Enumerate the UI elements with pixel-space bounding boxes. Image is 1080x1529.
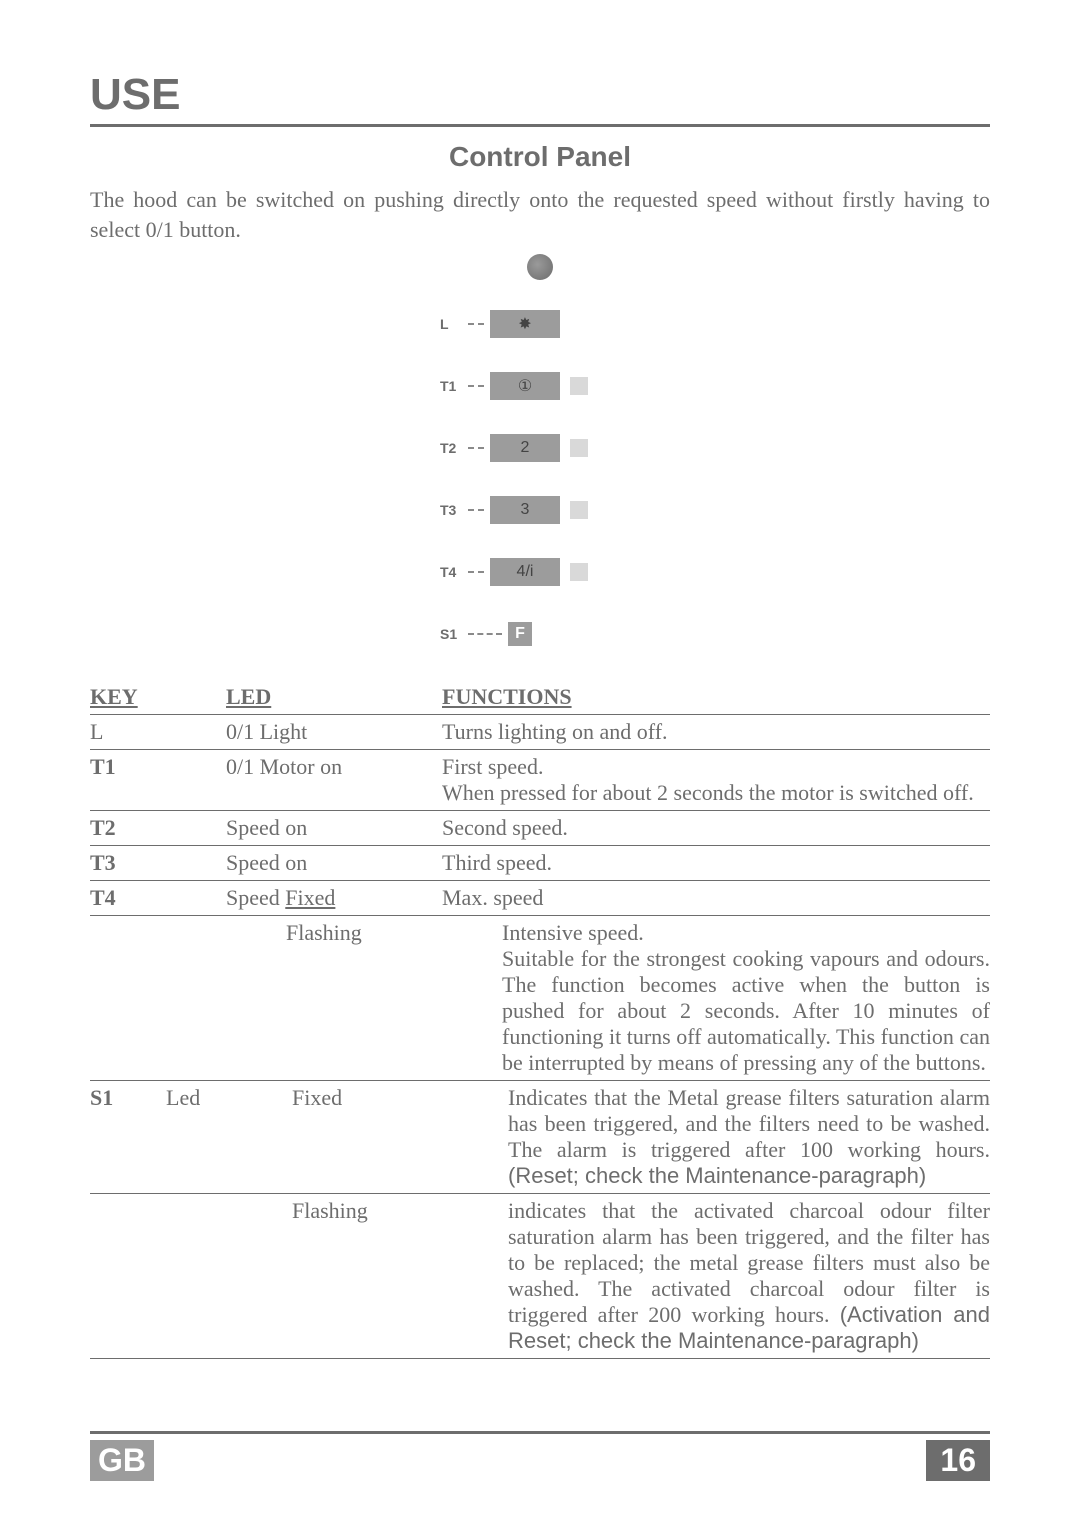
cell-led: Speed Fixed <box>226 881 442 915</box>
col-header-func: FUNCTIONS <box>442 680 990 714</box>
panel-row-T3: T3 3 <box>440 494 640 526</box>
cell-led-b: Fixed <box>285 885 335 910</box>
table-row: T1 0/1 Motor on First speed. When presse… <box>90 750 990 811</box>
panel-row-T1: T1 ① <box>440 370 640 402</box>
cell-func: Second speed. <box>442 811 990 845</box>
cell-key: T3 <box>90 846 226 880</box>
cell-func: Turns lighting on and off. <box>442 715 990 749</box>
cell-key <box>90 1194 166 1202</box>
cell-led: Speed on <box>226 811 442 845</box>
led-icon <box>570 563 588 581</box>
cell-func: Max. speed <box>442 881 990 915</box>
cell-sub <box>166 1194 232 1202</box>
section-subtitle: Control Panel <box>90 141 990 173</box>
led-icon <box>570 501 588 519</box>
language-badge: GB <box>90 1440 154 1481</box>
cell-func-text: Indicates that the Metal grease filters … <box>508 1085 990 1162</box>
page: USE Control Panel The hood can be switch… <box>0 0 1080 1529</box>
table-row: T2 Speed on Second speed. <box>90 811 990 846</box>
speed3-button-icon: 3 <box>490 496 560 524</box>
intro-paragraph: The hood can be switched on pushing dire… <box>90 185 990 244</box>
panel-key-label: T2 <box>440 440 468 456</box>
cell-func-sans: (Reset; check the Maintenance-paragraph) <box>508 1163 926 1188</box>
leader-line <box>468 633 502 635</box>
cell-led: Speed on <box>226 846 442 880</box>
panel-key-label: L <box>440 316 468 332</box>
cell-led: Fixed <box>232 1081 508 1115</box>
functions-table: KEY LED FUNCTIONS L 0/1 Light Turns ligh… <box>90 680 990 1359</box>
panel-row-S1: S1 F <box>440 618 640 650</box>
panel-row-L: L ✸ <box>440 308 640 340</box>
table-row: T4 Speed Fixed Max. speed <box>90 881 990 916</box>
cell-key: T2 <box>90 811 226 845</box>
speed4-button-icon: 4/i <box>490 558 560 586</box>
col-header-key: KEY <box>90 680 226 714</box>
cell-key: T1 <box>90 750 226 784</box>
ir-sensor-icon <box>527 254 553 280</box>
leader-line <box>468 571 484 573</box>
cell-func-line1: First speed. <box>442 754 543 779</box>
control-panel-diagram: L ✸ T1 ① T2 2 T3 3 T4 4/i <box>440 254 640 650</box>
panel-key-label: T1 <box>440 378 468 394</box>
cell-func: Intensive speed. Suitable for the strong… <box>502 916 990 1080</box>
cell-func-line2: When pressed for about 2 seconds the mot… <box>442 780 974 805</box>
panel-key-label: S1 <box>440 626 468 642</box>
cell-func: Indicates that the Metal grease filters … <box>508 1081 990 1193</box>
panel-row-T2: T2 2 <box>440 432 640 464</box>
cell-func: indicates that the activated charcoal od… <box>508 1194 990 1358</box>
leader-line <box>468 323 484 325</box>
table-row: T3 Speed on Third speed. <box>90 846 990 881</box>
leader-line <box>468 509 484 511</box>
table-row: L 0/1 Light Turns lighting on and off. <box>90 715 990 750</box>
cell-led: Flashing <box>232 1194 508 1228</box>
speed1-button-icon: ① <box>490 372 560 400</box>
cell-key: S1 <box>90 1081 166 1115</box>
cell-func: Third speed. <box>442 846 990 880</box>
cell-led-a: Speed <box>226 885 280 910</box>
leader-line <box>468 447 484 449</box>
cell-key: L <box>90 715 226 749</box>
page-footer: GB 16 <box>90 1431 990 1481</box>
led-icon <box>570 377 588 395</box>
page-number: 16 <box>926 1440 990 1481</box>
table-header-row: KEY LED FUNCTIONS <box>90 680 990 715</box>
table-row: Flashing Intensive speed. Suitable for t… <box>90 916 990 1081</box>
light-button-icon: ✸ <box>490 310 560 338</box>
table-row: Flashing indicates that the activated ch… <box>90 1194 990 1359</box>
col-header-led: LED <box>226 680 442 714</box>
leader-line <box>468 385 484 387</box>
led-icon <box>570 439 588 457</box>
cell-sub: Led <box>166 1081 232 1115</box>
section-title: USE <box>90 70 990 127</box>
cell-led: 0/1 Light <box>226 715 442 749</box>
cell-led: 0/1 Motor on <box>226 750 442 784</box>
panel-row-T4: T4 4/i <box>440 556 640 588</box>
panel-key-label: T4 <box>440 564 468 580</box>
filter-led-icon: F <box>508 622 532 646</box>
cell-key <box>90 916 226 924</box>
table-row: S1 Led Fixed Indicates that the Metal gr… <box>90 1081 990 1194</box>
panel-key-label: T3 <box>440 502 468 518</box>
speed2-button-icon: 2 <box>490 434 560 462</box>
cell-led: Flashing <box>226 916 502 950</box>
cell-key: T4 <box>90 881 226 915</box>
cell-func: First speed. When pressed for about 2 se… <box>442 750 990 810</box>
